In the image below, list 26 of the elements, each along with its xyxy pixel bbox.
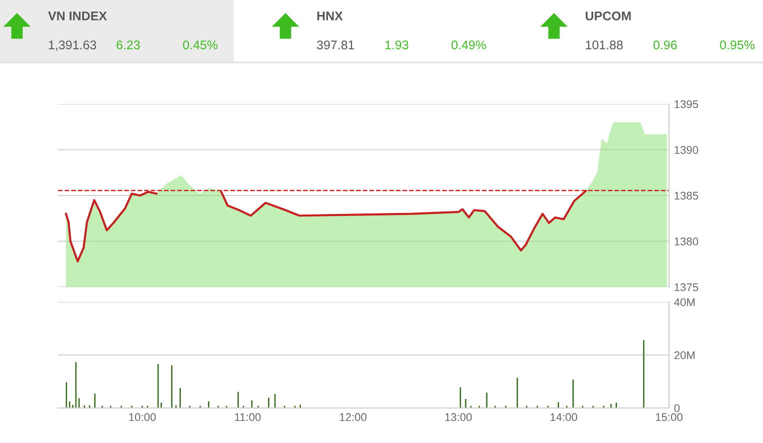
y-tick-label: 1385	[674, 192, 698, 200]
y-tick-label: 1390	[674, 146, 698, 154]
text: HNX	[317, 12, 343, 20]
text: 397.81	[316, 40, 354, 50]
x-tick-label: 10:00	[129, 413, 156, 422]
text: 0.95%	[720, 40, 755, 50]
text: 1,391.63	[48, 40, 96, 51]
x-tick-label: 14:00	[550, 413, 578, 422]
x-tick-label: 15:00	[656, 413, 682, 422]
text: VN INDEX	[48, 12, 107, 20]
text: 101.88	[586, 40, 623, 50]
y-tick-label: 20M	[674, 351, 695, 360]
text: 0.96	[653, 40, 677, 50]
x-tick-label: 12:00	[340, 413, 366, 422]
text: UPCOM	[586, 12, 631, 20]
text: 6.23	[116, 40, 140, 50]
x-tick-label: 11:00	[234, 413, 261, 422]
text: 1.93	[385, 40, 408, 50]
text: 0.49%	[452, 40, 486, 50]
y-tick-label: 0	[674, 404, 680, 412]
y-tick-label: 40M	[674, 298, 695, 306]
x-tick-label: 13:00	[445, 413, 472, 422]
y-tick-label: 1375	[674, 283, 698, 292]
y-tick-label: 1380	[674, 238, 698, 246]
text: 0.45%	[183, 40, 218, 50]
y-tick-label: 1395	[674, 100, 698, 108]
